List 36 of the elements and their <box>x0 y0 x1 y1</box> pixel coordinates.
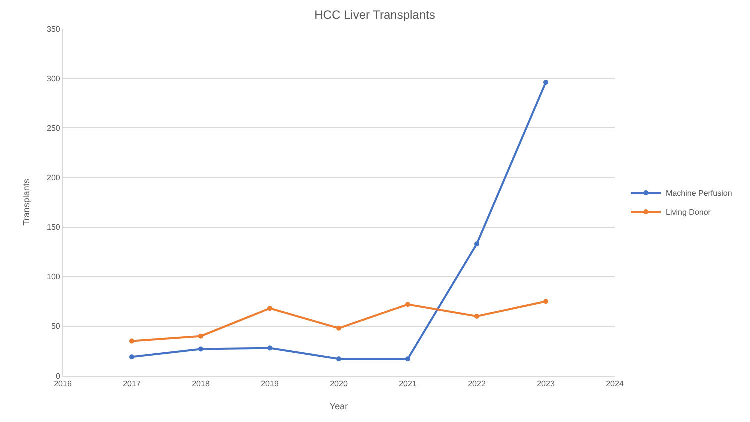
y-axis-title: Transplants <box>21 178 32 226</box>
chart-title: HCC Liver Transplants <box>314 8 436 22</box>
point <box>198 346 204 352</box>
point <box>268 346 272 351</box>
x-axis-title: Year <box>330 401 348 412</box>
x-tick-label: 2023 <box>537 380 556 389</box>
y-tick-label: 300 <box>47 74 61 84</box>
y-tick-label: 200 <box>47 174 61 183</box>
legend-label: Machine Perfusion <box>666 189 732 198</box>
point <box>474 314 480 320</box>
point <box>130 354 134 360</box>
point <box>268 306 272 312</box>
point <box>544 299 548 304</box>
y-tick-label: 0 <box>56 372 61 381</box>
point <box>406 356 410 362</box>
point <box>198 334 204 339</box>
x-tick-label: 2020 <box>330 380 348 389</box>
point <box>474 242 480 247</box>
point <box>336 356 342 362</box>
x-tick-label: 2022 <box>468 380 486 389</box>
x-tick-label: 2024 <box>606 380 624 389</box>
legend-label: Living Donor <box>666 208 712 218</box>
x-tick-label: 2018 <box>192 380 210 389</box>
point <box>544 80 548 86</box>
x-tick-label: 2019 <box>261 380 280 389</box>
y-tick-label: 250 <box>47 124 61 133</box>
y-tick-label: 150 <box>47 223 61 232</box>
x-tick-label: 2017 <box>123 380 142 389</box>
x-tick-label: 2016 <box>54 380 72 389</box>
y-tick-label: 350 <box>47 24 61 34</box>
point <box>130 338 134 344</box>
x-tick-label: 2021 <box>399 380 418 389</box>
y-tick-label: 100 <box>47 272 61 282</box>
point <box>406 302 410 308</box>
point <box>336 326 342 331</box>
y-tick-label: 50 <box>51 322 61 332</box>
